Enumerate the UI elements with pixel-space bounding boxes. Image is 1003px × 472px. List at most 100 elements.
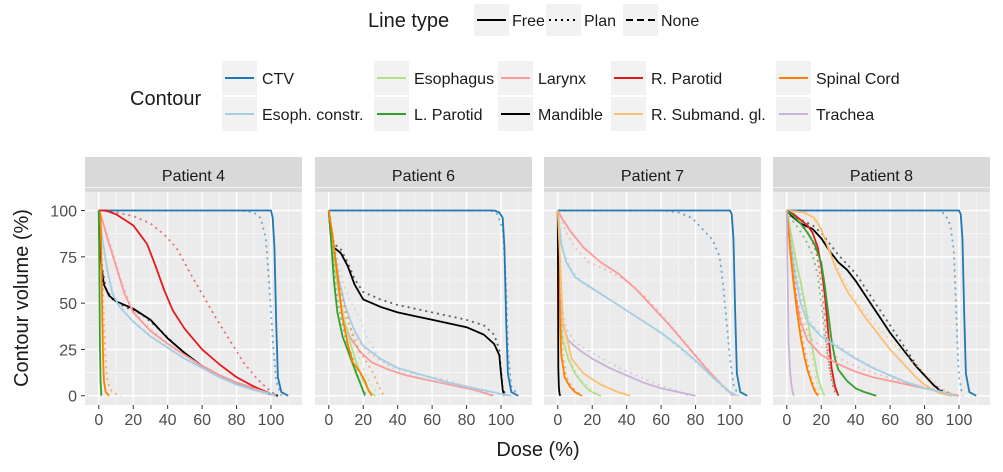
x-tick-label: 60: [652, 412, 670, 429]
series-group: [785, 209, 977, 397]
series-line-larynx-free: [97, 210, 277, 397]
contour-legend-label: CTV: [262, 71, 294, 88]
panel-title: Patient 8: [850, 168, 913, 185]
panel-title: Patient 7: [621, 168, 684, 185]
x-axis: 0 20 40 60 80 100: [324, 405, 514, 429]
contour-legend-item-r_parotid: R. Parotid: [611, 61, 722, 95]
linetype-legend-item-free: Free: [474, 4, 545, 36]
linetype-legend-title: Line type: [368, 10, 449, 32]
series-line-ctv-plan: [328, 209, 519, 397]
series-line-r_parotid-plan: [98, 209, 279, 397]
series-group: [327, 209, 519, 397]
contour-legend-item-larynx: Larynx: [498, 61, 586, 95]
x-tick-label: 60: [881, 412, 899, 429]
series-line-esophagus-free: [785, 210, 826, 397]
series-line-spinal_cord-plan: [785, 210, 821, 397]
contour-legend-label: R. Parotid: [651, 71, 722, 88]
contour-legend-item-spinal_cord: Spinal Cord: [776, 61, 900, 95]
x-tick-label: 80: [458, 412, 476, 429]
x-tick-label: 100: [946, 412, 973, 429]
series-line-r_parotid-free: [98, 209, 279, 397]
contour-legend-label: Larynx: [538, 71, 586, 88]
linetype-legend-label: Free: [512, 13, 545, 30]
y-axis: 0 25 50 75 100: [50, 204, 85, 406]
series-line-mandible-free: [327, 210, 506, 397]
series-line-larynx-plan: [556, 210, 738, 397]
y-tick-label: 0: [68, 389, 77, 406]
x-tick-label: 20: [583, 412, 601, 429]
series-line-esoph_constr-plan: [97, 210, 274, 397]
x-tick-label: 40: [389, 412, 407, 429]
contour-legend-label: R. Submand. gl.: [651, 107, 766, 124]
series-line-mandible-plan: [327, 210, 507, 397]
series-line-ctv-free: [328, 209, 519, 397]
contour-legend-item-ctv: CTV: [222, 61, 294, 95]
x-axis: 0 20 40 60 80 100: [94, 405, 284, 429]
series-line-r_submand-free: [556, 210, 631, 397]
series-line-mandible-plan: [786, 209, 956, 397]
x-tick-label: 80: [228, 412, 246, 429]
series-line-spinal_cord-free: [97, 210, 110, 397]
y-tick-label: 75: [59, 250, 77, 267]
contour-legend-label: Mandible: [538, 107, 603, 124]
x-tick-label: 0: [553, 412, 562, 429]
panel-strip: [315, 157, 532, 192]
panel-background: [85, 192, 302, 405]
series-line-esoph_constr-plan: [785, 210, 960, 397]
series-line-l_parotid-free: [97, 210, 103, 396]
x-tick-label: 20: [812, 412, 830, 429]
contour-legend-label: Trachea: [816, 107, 874, 124]
panel-strip: [773, 157, 990, 192]
x-tick-label: 20: [124, 412, 142, 429]
x-tick-label: 80: [687, 412, 705, 429]
panel-strip: [85, 157, 302, 192]
series-line-esophagus-plan: [327, 210, 382, 397]
series-line-esoph_constr-plan: [556, 210, 733, 397]
panel-background: [544, 192, 761, 405]
x-tick-label: 40: [847, 412, 865, 429]
panel-2: Patient 6 0 20 40 60 80 100: [315, 157, 532, 429]
series-group: [97, 209, 289, 397]
panel-background: [315, 192, 532, 405]
x-tick-label: 0: [94, 412, 103, 429]
y-tick-label: 100: [50, 204, 77, 221]
x-tick-label: 40: [159, 412, 177, 429]
x-tick-label: 100: [717, 412, 744, 429]
x-tick-label: 20: [354, 412, 372, 429]
series-line-larynx-plan: [97, 210, 272, 397]
contour-legend-label: Esoph. constr.: [262, 107, 363, 124]
x-axis: 0 20 40 60 80 100: [553, 405, 743, 429]
series-line-ctv-free: [557, 209, 748, 397]
series-group: [556, 209, 748, 397]
linetype-legend-item-none: None: [623, 4, 699, 36]
contour-legend: Contour CTV Esoph. constr. Esophagus L. Par…: [130, 61, 900, 131]
series-line-trachea-free: [785, 210, 795, 396]
series-line-ctv-free: [98, 209, 289, 397]
legend-key-box: [546, 4, 581, 36]
series-line-ctv-plan: [557, 209, 740, 397]
series-line-r_submand-plan: [786, 209, 960, 397]
contour-legend-label: L. Parotid: [414, 107, 482, 124]
contour-legend-item-r_submand: R. Submand. gl.: [611, 97, 766, 131]
series-line-r_submand-free: [786, 209, 953, 397]
linetype-legend: Line type Free Plan None: [368, 4, 699, 36]
series-line-mandible-free: [786, 209, 953, 397]
contour-legend-label: Esophagus: [414, 71, 494, 88]
contour-legend-item-esoph_constr: Esoph. constr.: [222, 97, 363, 131]
linetype-legend-item-plan: Plan: [546, 4, 616, 36]
series-line-l_parotid-free: [786, 209, 877, 397]
panel-1: Patient 4 0 20 40 60 80 100 0 25 50 75 100: [50, 157, 302, 429]
series-line-ctv-plan: [98, 209, 283, 397]
x-tick-label: 80: [916, 412, 934, 429]
panel-strip: [544, 157, 761, 192]
x-tick-label: 100: [488, 412, 515, 429]
contour-legend-item-trachea: Trachea: [776, 97, 874, 131]
contour-legend-item-esophagus: Esophagus: [374, 61, 494, 95]
panel-title: Patient 4: [162, 168, 225, 185]
y-tick-label: 25: [59, 342, 77, 359]
contour-legend-item-l_parotid: L. Parotid: [374, 97, 482, 131]
series-line-esoph_constr-free: [327, 210, 512, 397]
y-tick-label: 50: [59, 296, 77, 313]
panel-3: Patient 7 0 20 40 60 80 100: [544, 157, 761, 429]
